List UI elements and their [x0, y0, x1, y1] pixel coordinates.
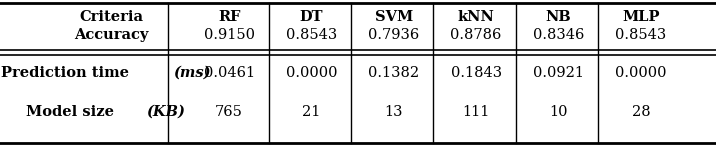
Text: DT: DT: [300, 10, 323, 24]
Text: 0.0921: 0.0921: [533, 66, 584, 80]
Text: 0.8786: 0.8786: [450, 28, 502, 42]
Text: Accuracy: Accuracy: [74, 28, 148, 42]
Text: kNN: kNN: [458, 10, 495, 24]
Text: 10: 10: [549, 105, 568, 119]
Text: (KB): (KB): [146, 105, 185, 119]
Text: Model size: Model size: [26, 105, 119, 119]
Text: 0.8346: 0.8346: [533, 28, 584, 42]
Text: 0.1382: 0.1382: [368, 66, 420, 80]
Text: 765: 765: [216, 105, 243, 119]
Text: 0.8543: 0.8543: [286, 28, 337, 42]
Text: 0.1843: 0.1843: [450, 66, 502, 80]
Text: 21: 21: [302, 105, 321, 119]
Text: 0.0000: 0.0000: [615, 66, 667, 80]
Text: MLP: MLP: [622, 10, 659, 24]
Text: Criteria: Criteria: [79, 10, 143, 24]
Text: 28: 28: [632, 105, 650, 119]
Text: SVM: SVM: [374, 10, 413, 24]
Text: Prediction time: Prediction time: [1, 66, 134, 80]
Text: 0.0461: 0.0461: [203, 66, 255, 80]
Text: 13: 13: [384, 105, 403, 119]
Text: 0.7936: 0.7936: [368, 28, 420, 42]
Text: 0.0000: 0.0000: [286, 66, 337, 80]
Text: 0.8543: 0.8543: [615, 28, 667, 42]
Text: NB: NB: [546, 10, 571, 24]
Text: (ms): (ms): [173, 66, 211, 80]
Text: 111: 111: [463, 105, 490, 119]
Text: RF: RF: [218, 10, 241, 24]
Text: 0.9150: 0.9150: [203, 28, 255, 42]
